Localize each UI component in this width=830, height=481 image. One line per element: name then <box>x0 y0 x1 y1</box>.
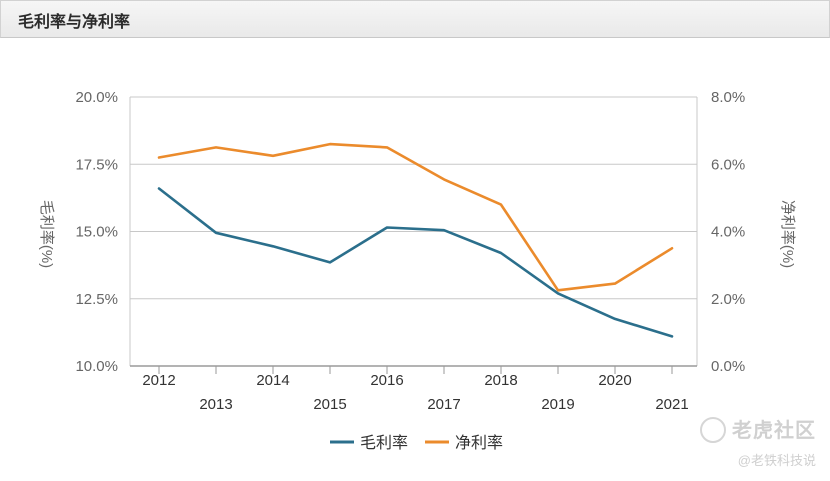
data-point <box>442 228 446 232</box>
data-point <box>670 334 674 338</box>
right-tick-label: 0.0% <box>711 358 745 375</box>
data-point <box>271 154 275 158</box>
series-line-net-margin <box>157 142 674 292</box>
watermark: 老虎社区 <box>700 414 816 445</box>
left-tick-label: 12.5% <box>75 291 118 308</box>
data-point <box>328 260 332 264</box>
data-point <box>670 246 674 250</box>
right-tick-label: 8.0% <box>711 89 745 106</box>
x-tick-label: 2014 <box>256 372 289 389</box>
right-tick-label: 4.0% <box>711 224 745 241</box>
panel-title: 毛利率与净利率 <box>18 14 131 31</box>
right-tick-label: 2.0% <box>711 291 745 308</box>
x-tick-label: 2015 <box>313 396 346 413</box>
x-tick-label: 2013 <box>199 396 232 413</box>
tiger-logo-icon <box>700 416 726 443</box>
data-point <box>385 145 389 149</box>
panel-header: 毛利率与净利率 <box>0 0 830 38</box>
y-right-title: 净利率(%) <box>779 200 796 268</box>
data-point <box>271 244 275 248</box>
data-point <box>499 251 503 255</box>
data-point <box>499 203 503 207</box>
data-point <box>328 142 332 146</box>
data-point <box>613 282 617 286</box>
x-tick-label: 2019 <box>541 396 574 413</box>
left-tick-label: 15.0% <box>75 224 118 241</box>
y-left-title: 毛利率(%) <box>38 200 55 268</box>
data-point <box>556 288 560 292</box>
data-point <box>157 186 161 190</box>
data-point <box>214 231 218 235</box>
x-tick-label: 2017 <box>427 396 460 413</box>
legend-label[interactable]: 净利率 <box>455 434 503 452</box>
data-point <box>157 156 161 160</box>
left-tick-label: 17.5% <box>75 156 118 173</box>
left-tick-label: 10.0% <box>75 358 118 375</box>
data-point <box>214 145 218 149</box>
data-point <box>442 177 446 181</box>
watermark-author: @老铁科技说 <box>737 453 816 468</box>
chart: 10.0% 12.5% 15.0% 17.5% 20.0% 0.0% 2.0% 4.0% 6.0… <box>38 89 796 452</box>
watermark-brand: 老虎社区 <box>732 420 816 442</box>
x-tick-label: 2012 <box>142 372 175 389</box>
x-tick-label: 2020 <box>598 372 631 389</box>
x-tick-label: 2016 <box>370 372 403 389</box>
left-tick-label: 20.0% <box>75 89 118 106</box>
right-tick-label: 6.0% <box>711 156 745 173</box>
x-tick-label: 2021 <box>655 396 688 413</box>
x-tick-label: 2018 <box>484 372 517 389</box>
data-point <box>385 225 389 229</box>
series-line-gross-margin <box>157 187 674 338</box>
chart-area: 10.0% 12.5% 15.0% 17.5% 20.0% 0.0% 2.0% 4.0% 6.0… <box>0 37 830 476</box>
data-point <box>613 317 617 321</box>
legend-label[interactable]: 毛利率 <box>360 434 408 452</box>
